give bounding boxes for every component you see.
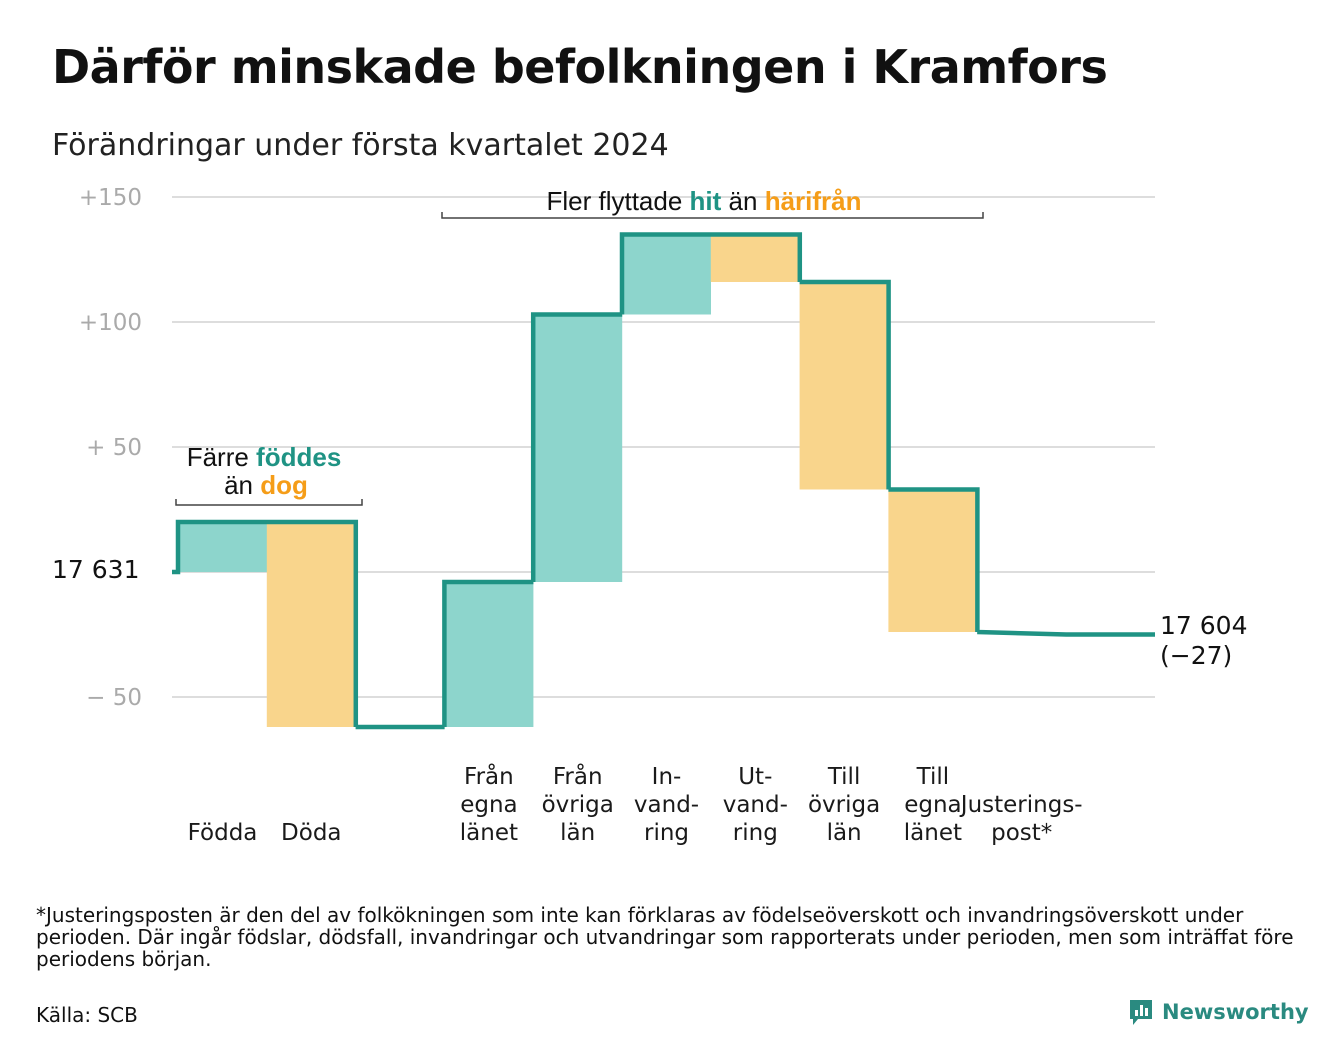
category-label: länet (904, 820, 962, 846)
step-line-layer (172, 232, 1155, 730)
category-label: Ut- (738, 764, 772, 790)
annotation-text: Fler flyttade hit än härifrån (546, 186, 861, 216)
category-label: län (560, 820, 595, 846)
category-label: övriga (808, 792, 880, 818)
annotation-part: Färre (187, 442, 249, 472)
category-label: egna (904, 792, 961, 818)
bar (622, 234, 711, 315)
category-labels: Födda DödaFrånegnalänetFrånövrigalänIn-va… (188, 762, 1083, 846)
waterfall-chart: +150+100+ 50− 50 Födda DödaFrånegnalänetF… (52, 185, 1247, 846)
step-line (172, 232, 1155, 730)
annotation-part: än (721, 186, 757, 216)
annotation-text: än dog (224, 470, 308, 500)
y-tick-label: +150 (79, 185, 142, 211)
annotation-part: än (224, 470, 253, 500)
category-label: län (827, 820, 862, 846)
category-label: ring (644, 820, 689, 846)
annotation-part: hit (682, 186, 721, 216)
bar (710, 234, 800, 282)
bar (799, 282, 889, 490)
bar (178, 522, 267, 572)
category-label: vand- (723, 792, 788, 818)
y-tick-label: +100 (79, 310, 142, 336)
category-label: Justerings- (959, 792, 1083, 818)
annotation-text: Färre föddes (187, 442, 342, 472)
annotation-part: föddes (249, 442, 341, 472)
y-tick-label: + 50 (86, 435, 142, 461)
brand-logo: Newsworthy (1128, 998, 1309, 1026)
category-label: länet (460, 820, 518, 846)
source-label: Källa: SCB (36, 1003, 138, 1027)
end-value-label: 17 604 (1160, 611, 1247, 640)
y-tick-label: − 50 (86, 685, 142, 711)
bar (266, 522, 356, 727)
category-label: Till (827, 764, 861, 790)
bar (888, 489, 978, 632)
bar (444, 582, 534, 727)
brand-name: Newsworthy (1162, 1000, 1309, 1024)
footnote: *Justeringsposten är den del av folkökni… (36, 903, 1294, 971)
category-label: ring (733, 820, 778, 846)
bar-layer (178, 234, 978, 727)
category-label: post* (991, 820, 1052, 846)
annotation-bracket (175, 499, 363, 506)
end-change-label: (−27) (1160, 641, 1232, 670)
category-label: Till (916, 764, 950, 790)
category-label: vand- (634, 792, 699, 818)
annotation-part: dog (253, 470, 308, 500)
newsworthy-logo-icon (1130, 1000, 1152, 1025)
annotation-bracket (441, 212, 984, 219)
chart-subtitle: Förändringar under första kvartalet 2024 (52, 128, 669, 163)
category-label: In- (652, 764, 682, 790)
category-label: Födda (188, 820, 258, 846)
chart-title: Därför minskade befolkningen i Kramfors (52, 40, 1108, 94)
category-label: Från (553, 762, 603, 790)
bar (533, 314, 623, 582)
annotation-part: Fler flyttade (546, 186, 682, 216)
category-label: egna (460, 792, 517, 818)
category-label: Från (464, 762, 514, 790)
annotation-part: härifrån (757, 186, 861, 216)
category-label: övriga (542, 792, 614, 818)
category-label: Döda (281, 820, 341, 846)
start-value-label: 17 631 (52, 555, 139, 584)
y-tick-labels: +150 +100 + 50 − 50 (79, 185, 142, 711)
